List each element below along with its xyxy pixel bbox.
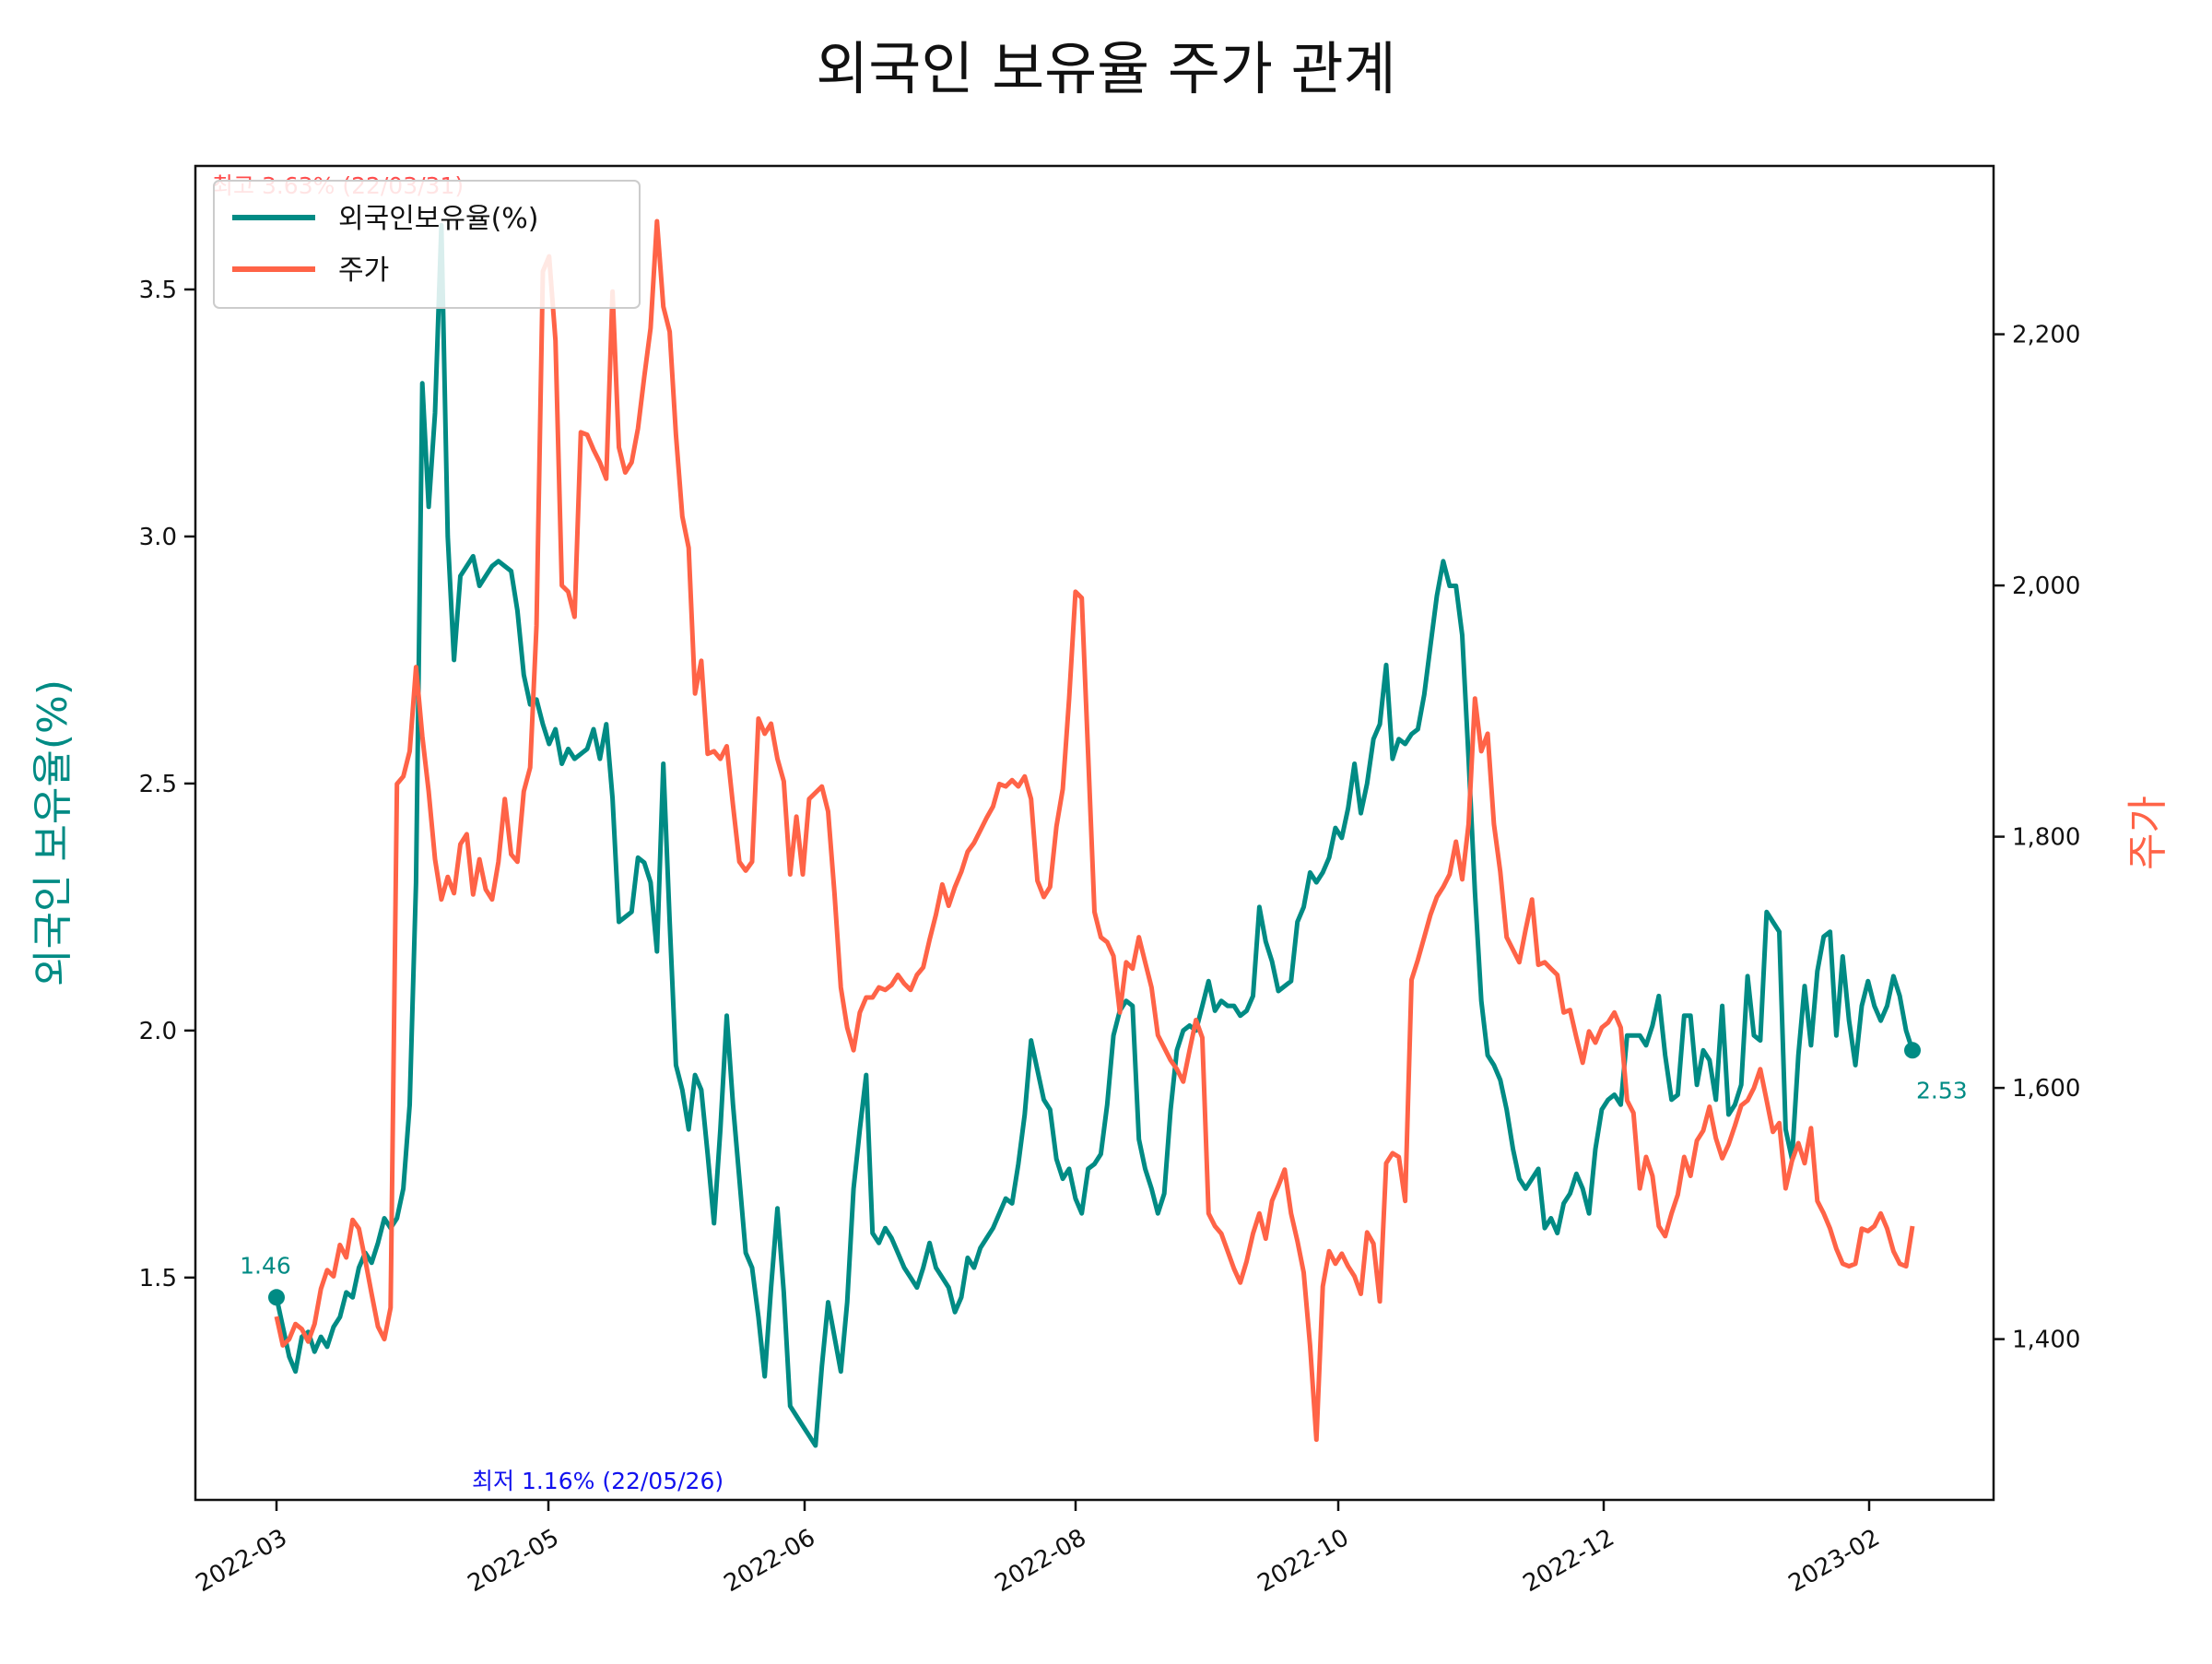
x-tick-label: 2022-12: [1519, 1524, 1619, 1598]
plot-lines: [274, 218, 1915, 1448]
y-right-tick-label: 2,200: [2012, 322, 2080, 349]
y-right-tick-label: 1,600: [2012, 1075, 2080, 1103]
x-axis: 2022-03 2022-05 2022-06 2022-08 2022-10 2022-…: [192, 1500, 1885, 1598]
x-tick-label: 2022-03: [192, 1524, 292, 1598]
end-value-label: 2.53: [1916, 1077, 1968, 1103]
series-line-foreign: [274, 222, 1915, 1448]
y-left-tick-label: 2.5: [139, 771, 177, 798]
start-marker: [268, 1289, 285, 1306]
start-value-label: 1.46: [240, 1252, 291, 1279]
y-left-tick-label: 1.5: [139, 1265, 177, 1292]
y-left-tick-label: 3.5: [139, 277, 177, 304]
plot-frame: [194, 164, 1995, 1502]
x-tick-label: 2023-02: [1784, 1524, 1885, 1598]
legend-label-foreign: 외국인보유율(%): [338, 203, 539, 235]
y-right-tick-label: 1,800: [2012, 824, 2080, 852]
x-tick-label: 2022-10: [1253, 1524, 1354, 1598]
y-left-tick-label: 2.0: [139, 1018, 177, 1045]
x-tick-label: 2022-08: [991, 1524, 1091, 1598]
end-marker: [1904, 1042, 1921, 1059]
legend-box: [213, 180, 641, 309]
y-axis-right: 1,400 1,600 1,800 2,000 2,200: [1994, 322, 2080, 1354]
y-right-tick-label: 1,400: [2012, 1327, 2080, 1354]
min-annotation: 최저 1.16% (22/05/26): [472, 1468, 724, 1494]
legend: 외국인보유율(%) 주가: [213, 180, 641, 309]
y-axis-left: 1.5 2.0 2.5 3.0 3.5: [139, 277, 195, 1292]
series-line-price: [274, 218, 1915, 1443]
chart-title: 외국인 보유율 주가 관계: [816, 35, 1396, 102]
y-axis-right-label: 주가: [2124, 796, 2171, 870]
y-right-tick-label: 2,000: [2012, 572, 2080, 600]
legend-label-price: 주가: [338, 254, 389, 287]
x-tick-label: 2022-05: [464, 1524, 564, 1598]
y-axis-left-label: 외국인 보유율(%): [29, 679, 76, 986]
y-left-tick-label: 3.0: [139, 524, 177, 551]
x-tick-label: 2022-06: [720, 1524, 820, 1598]
